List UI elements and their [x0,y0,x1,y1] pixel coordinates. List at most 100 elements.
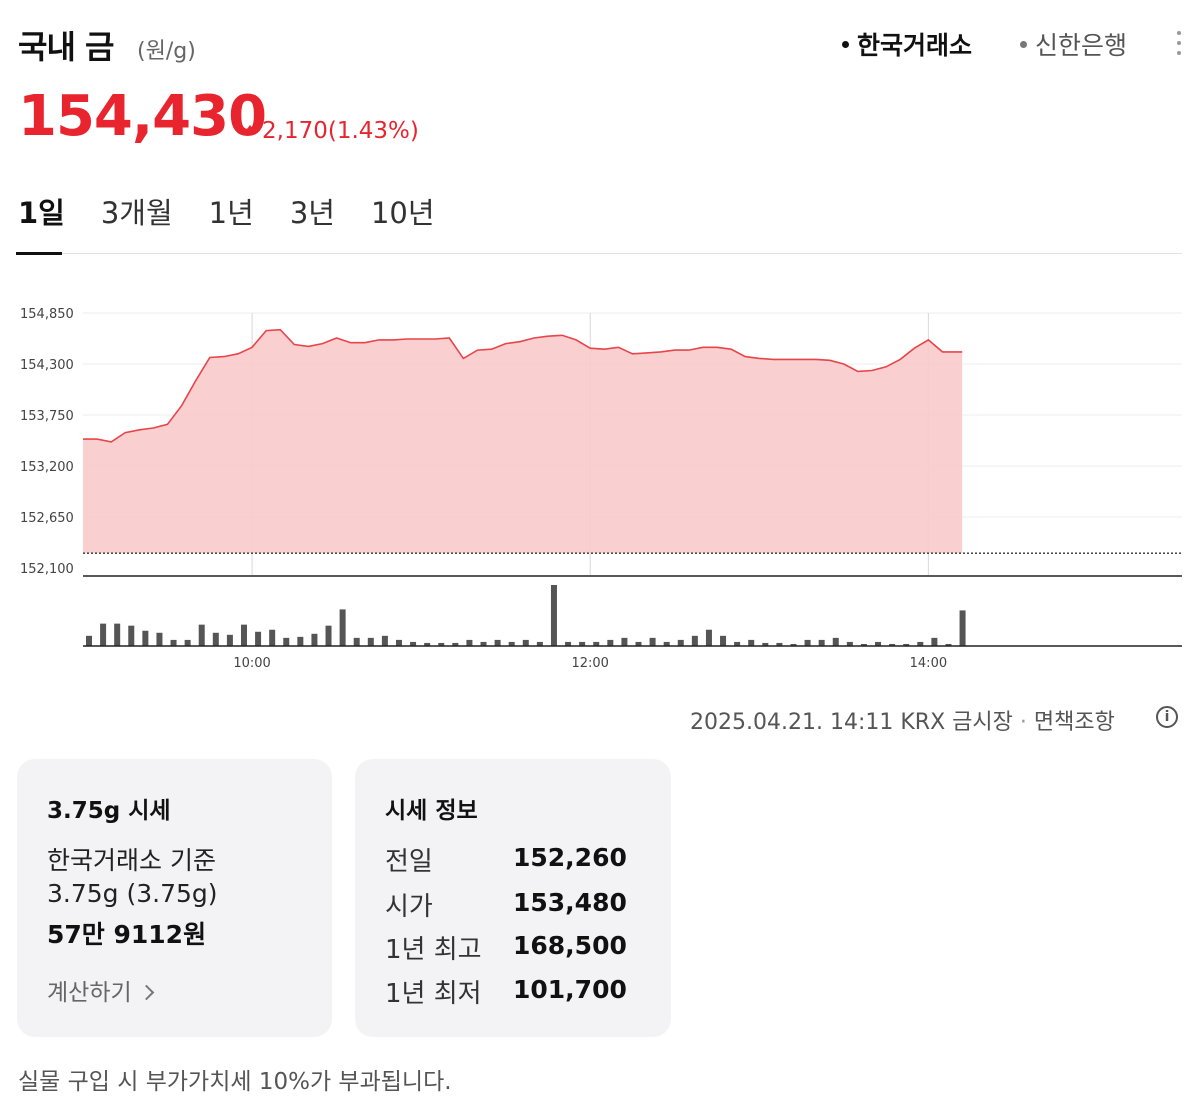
volume-bar [198,624,205,646]
volume-bar [424,642,431,646]
volume-bar [226,634,233,646]
tab-1d[interactable]: 1일 [18,196,65,230]
price-chart[interactable]: 154,850 154,300 153,750 153,200 152,650 152,1… [0,295,1200,680]
market-name: KRX 금시장 [900,710,1013,735]
row-label-low: 1년 최저 [385,979,482,1009]
volume-bar [903,643,910,646]
volume-bar [663,641,670,646]
volume-bar [395,639,402,646]
volume-bar [128,625,135,646]
volume-bar [705,629,712,646]
change-amount: 2,170 [262,118,328,144]
row-value-high: 168,500 [513,931,627,960]
volume-bar [790,643,797,646]
info-card-title: 시세 정보 [385,798,478,824]
tab-1y[interactable]: 1년 [208,196,254,230]
volume-bar [579,641,586,646]
more-vertical-icon[interactable] [1172,31,1186,59]
volume-bar [522,639,529,646]
gram-price-card: 3.75g 시세 한국거래소 기준 3.75g (3.75g) 57만 9112… [17,759,332,1037]
change-percent: (1.43%) [327,118,419,144]
volume-bar [240,624,247,646]
up-triangle-icon [244,125,256,133]
row-value-low: 101,700 [513,975,627,1004]
price-unit: (원/g) [137,39,196,64]
x-tick-label: 10:00 [233,656,270,671]
source-option-shinhan[interactable]: 신한은행 [1020,26,1127,62]
volume-bar [480,641,487,646]
bullet-dot-icon [1020,40,1027,48]
volume-bar [452,642,459,646]
volume-bar [931,637,938,646]
y-tick-label: 153,200 [20,460,74,475]
volume-bar [720,635,727,646]
volume-bar [889,643,896,646]
price-area [83,329,963,554]
volume-bar [381,635,388,646]
info-circle-icon[interactable]: i [1156,706,1178,728]
volume-bar [875,641,882,646]
volume-bar [311,633,318,646]
volume-bar [734,641,741,646]
volume-bar [367,637,374,646]
volume-bar [438,642,445,646]
volume-bar [353,637,360,646]
selected-dot-icon [842,40,849,48]
volume-bar [917,641,924,646]
volume-bar [635,641,642,646]
volume-bar [945,643,952,646]
volume-bar [818,639,825,646]
chart-meta: 2025.04.21. 14:11 KRX 금시장 · 면책조항 [690,704,1115,736]
volume-bar [677,639,684,646]
volume-bar [100,623,107,646]
volume-bar [86,635,92,646]
active-tab-indicator [16,252,62,255]
page-title: 국내 금 [18,28,114,66]
period-tabs: 1일 3개월 1년 3년 10년 [18,190,471,232]
volume-bar [170,639,177,646]
y-tick-label: 152,100 [20,562,74,577]
tab-divider [16,253,1182,254]
volume-bar [607,639,614,646]
price-change: 2,170 (1.43%) [244,118,419,144]
volume-bar [536,641,543,646]
volume-bar [283,637,290,646]
volume-bar [184,639,191,646]
source-label-shinhan: 신한은행 [1035,31,1128,60]
row-label-high: 1년 최고 [385,935,482,965]
vat-notice: 실물 구입 시 부가가치세 10%가 부과됩니다. [18,1069,452,1095]
y-tick-label: 154,300 [20,358,74,373]
volume-bar [156,632,163,646]
chart-timestamp: 2025.04.21. 14:11 [690,710,894,735]
volume-bar [255,631,262,646]
tab-10y[interactable]: 10년 [370,196,435,230]
volume-bar [959,610,966,646]
gram-card-weight: 3.75g (3.75g) [47,879,218,908]
tab-3m[interactable]: 3개월 [100,196,173,230]
chevron-right-icon [138,984,155,1001]
x-tick-label: 12:00 [571,656,608,671]
volume-bar [748,639,755,646]
calculate-link[interactable]: 계산하기 [47,973,155,1007]
volume-bar [691,635,698,646]
row-label-open: 시가 [385,892,433,922]
volume-bar [114,623,121,646]
x-tick-label: 14:00 [910,656,947,671]
gram-card-title: 3.75g 시세 [47,798,171,824]
source-option-krx[interactable]: 한국거래소 [842,26,972,62]
volume-bar [325,625,332,646]
disclaimer-link[interactable]: 면책조항 [1033,710,1115,735]
gram-card-basis: 한국거래소 기준 [47,846,216,875]
volume-bar [860,643,867,646]
price-info-card: 시세 정보 전일 152,260 시가 153,480 1년 최고 168,50… [355,759,671,1037]
volume-bar [339,609,346,646]
volume-bar [649,637,656,646]
tab-3y[interactable]: 3년 [289,196,335,230]
volume-bar [621,637,628,646]
source-label-krx: 한국거래소 [857,31,973,60]
volume-bar [410,641,417,646]
separator-dot: · [1019,710,1027,735]
volume-bar [297,636,304,646]
row-value-open: 153,480 [513,888,627,917]
volume-bar [212,632,219,646]
